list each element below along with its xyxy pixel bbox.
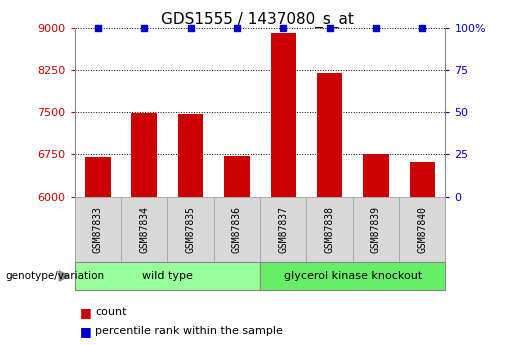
Bar: [353, 197, 399, 262]
Bar: [399, 197, 445, 262]
Text: GSM87834: GSM87834: [139, 206, 149, 253]
Text: GSM87837: GSM87837: [278, 206, 288, 253]
Bar: [224, 156, 250, 197]
Bar: [317, 73, 342, 197]
Text: GDS1555 / 1437080_s_at: GDS1555 / 1437080_s_at: [161, 12, 354, 28]
Point: [94, 25, 102, 30]
Text: GSM87836: GSM87836: [232, 206, 242, 253]
Text: ■: ■: [80, 325, 92, 338]
Bar: [270, 33, 296, 197]
Point: [140, 25, 148, 30]
Text: GSM87840: GSM87840: [417, 206, 427, 253]
Bar: [75, 262, 260, 290]
Point: [372, 25, 380, 30]
Bar: [363, 154, 389, 197]
Text: glycerol kinase knockout: glycerol kinase knockout: [284, 271, 422, 281]
Text: percentile rank within the sample: percentile rank within the sample: [95, 326, 283, 336]
Point: [279, 25, 287, 30]
Point: [233, 25, 241, 30]
Text: wild type: wild type: [142, 271, 193, 281]
Text: GSM87835: GSM87835: [185, 206, 196, 253]
Bar: [409, 162, 435, 197]
Point: [325, 25, 334, 30]
Point: [418, 25, 426, 30]
Bar: [214, 197, 260, 262]
Text: GSM87839: GSM87839: [371, 206, 381, 253]
Text: GSM87833: GSM87833: [93, 206, 103, 253]
Bar: [260, 197, 306, 262]
Bar: [121, 197, 167, 262]
Bar: [75, 197, 121, 262]
Bar: [260, 262, 445, 290]
Bar: [178, 115, 203, 197]
Bar: [131, 113, 157, 197]
Bar: [85, 157, 111, 197]
Text: ■: ■: [80, 306, 92, 319]
Bar: [306, 197, 353, 262]
Text: genotype/variation: genotype/variation: [5, 271, 104, 281]
Point: [186, 25, 195, 30]
Text: GSM87838: GSM87838: [324, 206, 335, 253]
Bar: [167, 197, 214, 262]
Text: count: count: [95, 307, 127, 317]
